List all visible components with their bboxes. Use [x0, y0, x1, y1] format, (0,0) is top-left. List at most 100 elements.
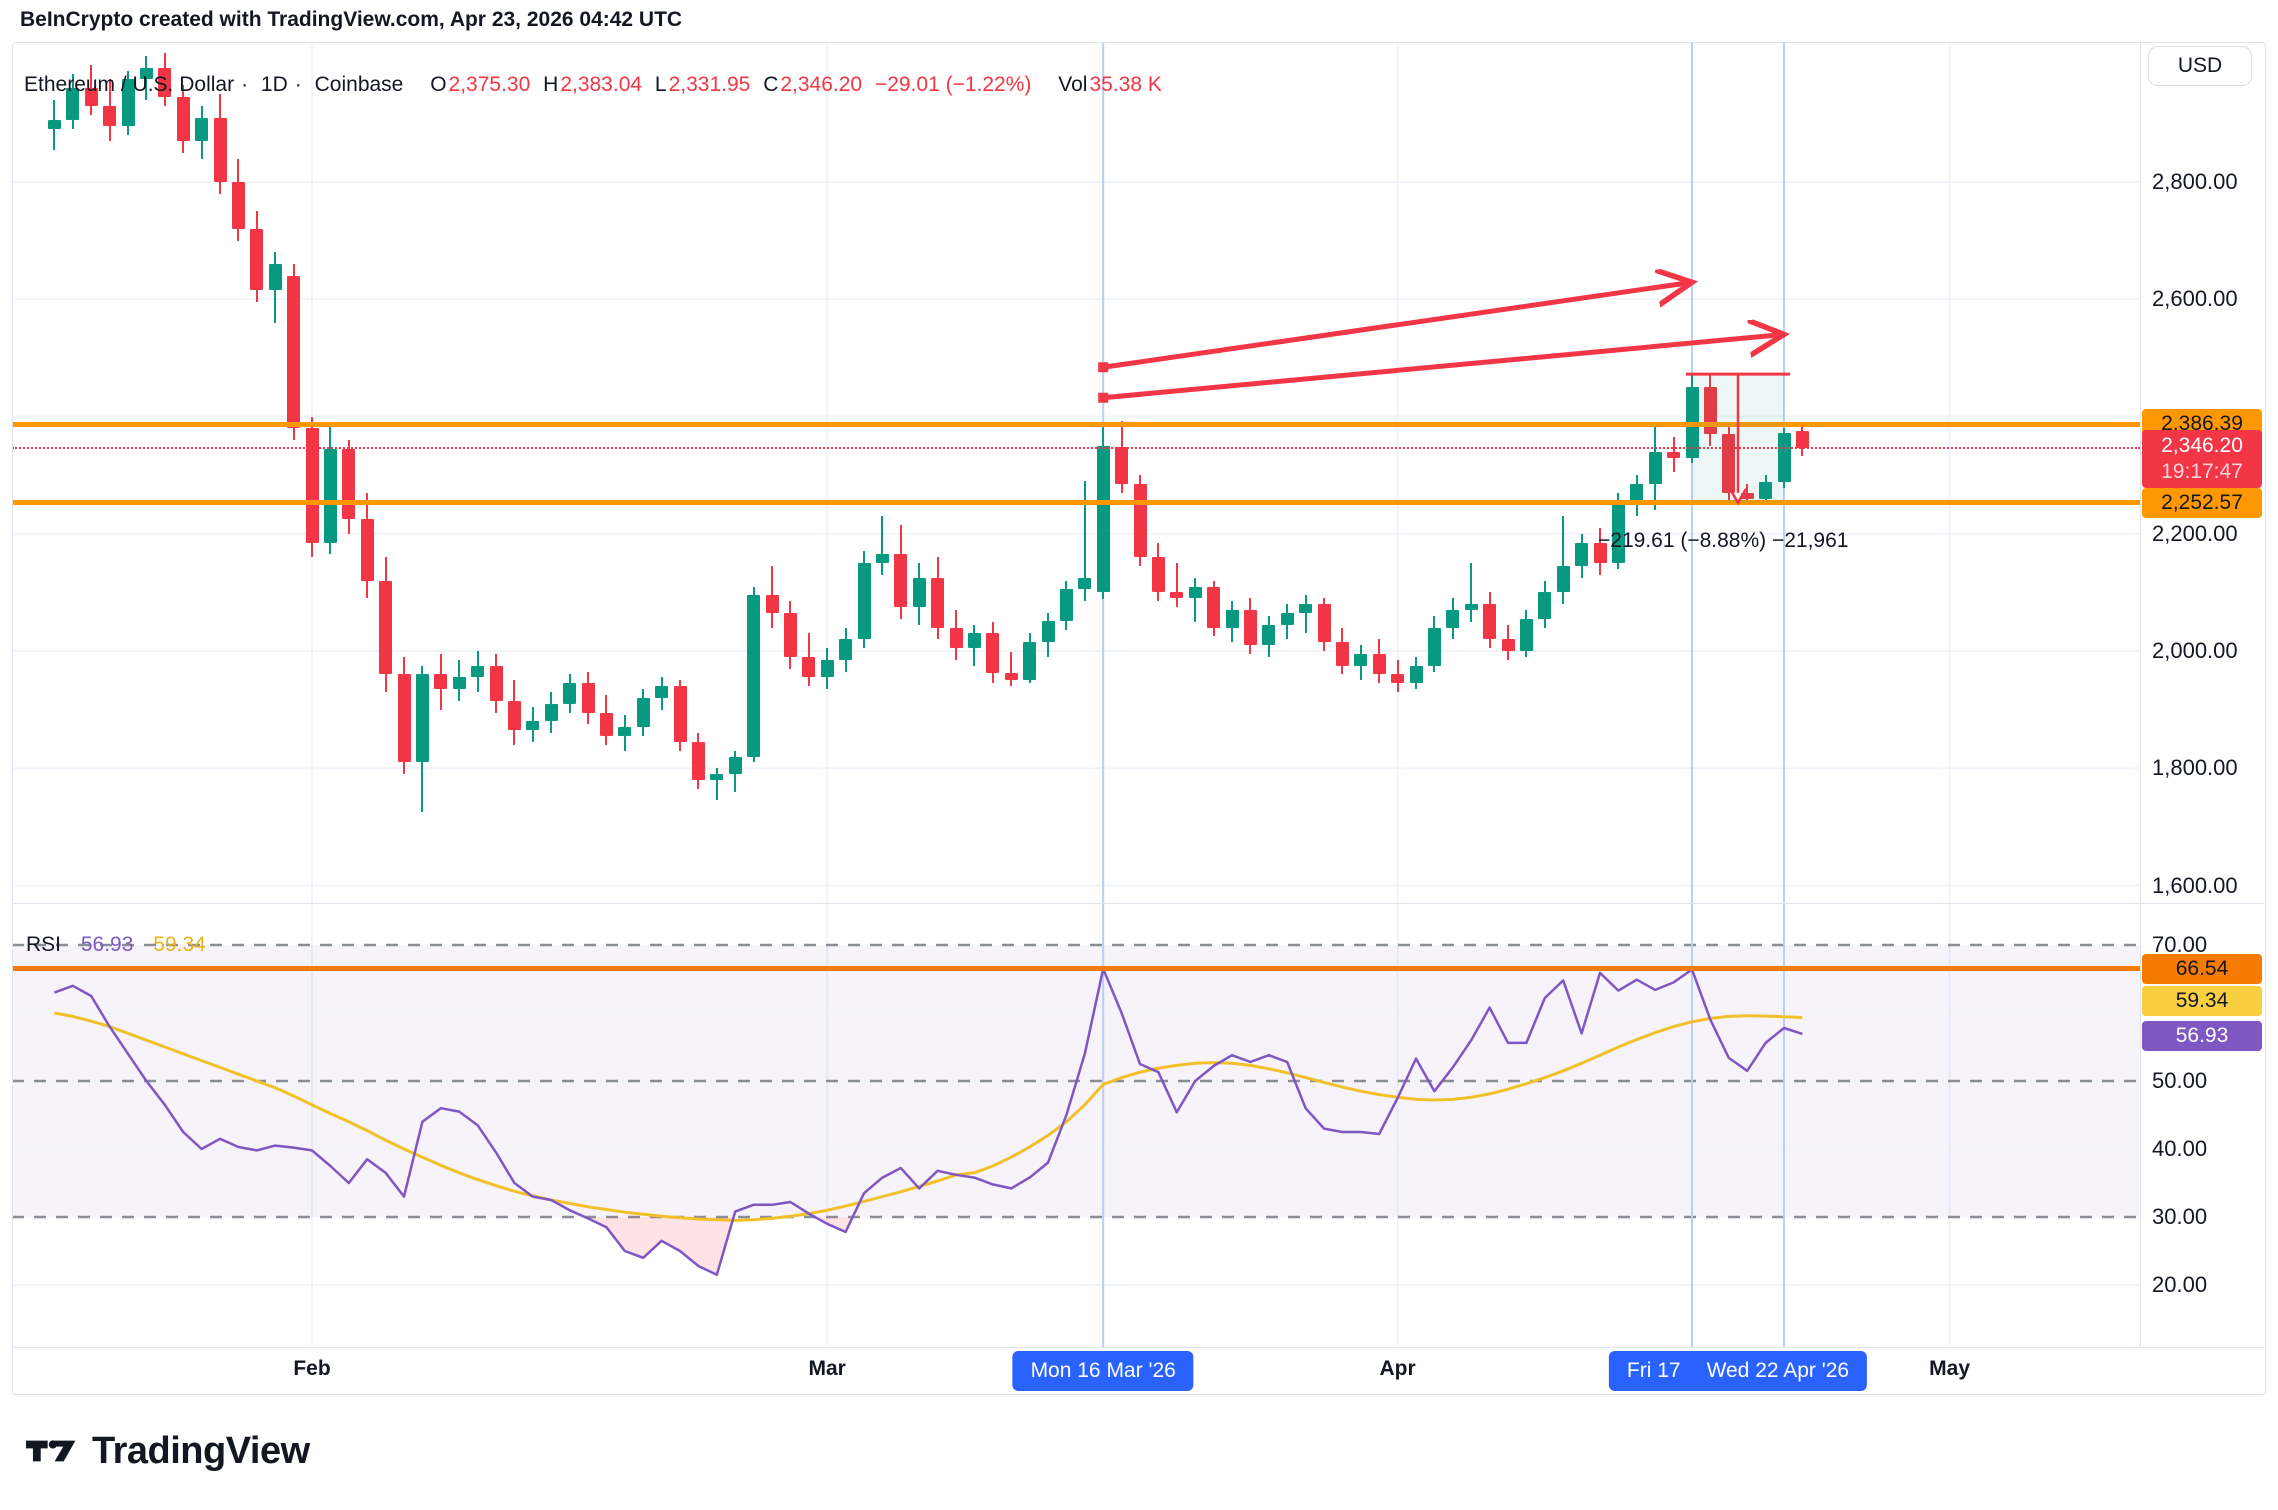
price-badge-last: 2,346.20 19:17:47: [2142, 430, 2262, 489]
candle-body: [599, 712, 613, 736]
high-label: H: [543, 73, 559, 96]
candle-body: [765, 595, 779, 613]
tradingview-attribution[interactable]: TradingView: [26, 1428, 310, 1474]
last-price-value: 2,346.20: [2161, 434, 2243, 458]
measurement-label: −219.61 (−8.88%) −21,961: [1598, 529, 1849, 552]
candle-body: [1703, 387, 1717, 435]
candle-body: [636, 697, 650, 728]
candle-body: [342, 448, 356, 520]
candle-body: [379, 580, 393, 675]
candle-body: [691, 741, 705, 780]
axis-tick: 2,600.00: [2152, 286, 2238, 312]
candle-body: [1133, 483, 1147, 558]
time-axis-border[interactable]: [12, 1347, 2264, 1348]
axis-tick: 70.00: [2152, 932, 2208, 957]
page-title: BeInCrypto created with TradingView.com,…: [20, 8, 683, 31]
candle-body: [1556, 565, 1570, 593]
candle-body: [305, 428, 319, 543]
candle-body: [931, 577, 945, 628]
month-label[interactable]: Mar: [808, 1357, 846, 1380]
rsi-legend[interactable]: RSI 56.93 59.34: [26, 933, 206, 957]
close-value: 2,346.20: [780, 73, 863, 96]
time-badge-apr-range: Fri 17 Wed 22 Apr '26: [1608, 1351, 1868, 1391]
candle-body: [1317, 604, 1331, 643]
candle-body: [397, 674, 411, 763]
low-value: 2,331.95: [668, 73, 751, 96]
candle-body: [839, 639, 853, 660]
candle-wick: [881, 516, 884, 575]
candle-body: [1041, 620, 1055, 643]
candle-body: [655, 686, 669, 698]
last-price-line: [12, 447, 2140, 450]
low-label: L: [654, 73, 667, 96]
candle-body: [1611, 501, 1625, 564]
candle-body: [563, 683, 577, 704]
candle-body: [176, 96, 190, 141]
open-label: O: [430, 73, 447, 96]
candle-body: [1078, 577, 1092, 590]
rsi-label: RSI: [26, 933, 62, 956]
time-badge-mar16: Mon 16 Mar '26: [1012, 1351, 1194, 1391]
axis-tick: 50.00: [2152, 1068, 2208, 1093]
month-label[interactable]: Feb: [293, 1357, 331, 1380]
candle-body: [820, 659, 834, 678]
candle-body: [1575, 542, 1589, 566]
price-axis-border[interactable]: [2140, 42, 2141, 1347]
axis-tick: 30.00: [2152, 1204, 2208, 1229]
pane-separator[interactable]: [12, 903, 2264, 904]
month-label[interactable]: Apr: [1379, 1357, 1416, 1380]
axis-tick: 40.00: [2152, 1136, 2208, 1161]
axis-tick: 2,000.00: [2152, 638, 2238, 663]
candle-body: [415, 674, 429, 763]
axis-tick: 1,800.00: [2152, 755, 2238, 781]
candle-body: [1648, 451, 1662, 484]
candle-wick: [1304, 595, 1307, 634]
candle-wick: [1470, 563, 1473, 622]
rsi-ma-value: 59.34: [153, 933, 206, 956]
candle-body: [581, 683, 595, 713]
candle-body: [1483, 604, 1497, 640]
symbol-name[interactable]: Ethereum / U.S. Dollar: [24, 73, 235, 96]
candle-body: [1722, 434, 1736, 493]
month-label[interactable]: May: [1929, 1357, 1971, 1380]
legend-separator: ·: [241, 73, 249, 96]
axis-tick: 2,800.00: [2152, 169, 2238, 194]
open-value: 2,375.30: [448, 73, 531, 96]
rsi-badge-value: 56.93: [2142, 1020, 2262, 1051]
candle-wick: [1175, 563, 1178, 608]
candle-body: [1630, 483, 1644, 502]
candle-wick: [1562, 516, 1565, 605]
symbol-legend[interactable]: Ethereum / U.S. Dollar · 1D · Coinbase O2,…: [24, 73, 1169, 97]
time-badge-apr22: Wed 22 Apr '26: [1706, 1359, 1850, 1382]
candle-body: [1446, 609, 1460, 628]
high-value: 2,383.04: [560, 73, 643, 96]
candle-body: [1372, 653, 1386, 675]
candle-body: [66, 88, 80, 121]
candle-wick: [1010, 652, 1013, 687]
candle-body: [1151, 557, 1165, 593]
candle-body: [489, 665, 503, 701]
candle-body: [84, 88, 98, 106]
chart-widget-border: [12, 42, 2266, 1395]
exchange-label: Coinbase: [314, 73, 404, 96]
candle-body: [747, 595, 761, 757]
resistance-level-line[interactable]: [12, 421, 2140, 427]
rsi-value: 56.93: [80, 933, 134, 956]
tradingview-logo-icon: [26, 1440, 76, 1462]
candle-body: [875, 554, 889, 564]
volume-label: Vol: [1058, 73, 1088, 96]
candle-body: [1427, 627, 1441, 666]
candle-body: [1299, 604, 1313, 613]
time-badge-apr17: Fri 17: [1626, 1359, 1681, 1382]
candle-body: [544, 703, 558, 722]
candle-body: [857, 563, 871, 640]
currency-button[interactable]: USD: [2148, 46, 2252, 86]
support-level-line[interactable]: [12, 500, 2140, 506]
close-label: C: [763, 73, 779, 96]
candle-body: [1795, 430, 1809, 449]
interval-label[interactable]: 1D: [260, 73, 288, 96]
candle-body: [47, 120, 61, 130]
candle-body: [912, 577, 926, 608]
